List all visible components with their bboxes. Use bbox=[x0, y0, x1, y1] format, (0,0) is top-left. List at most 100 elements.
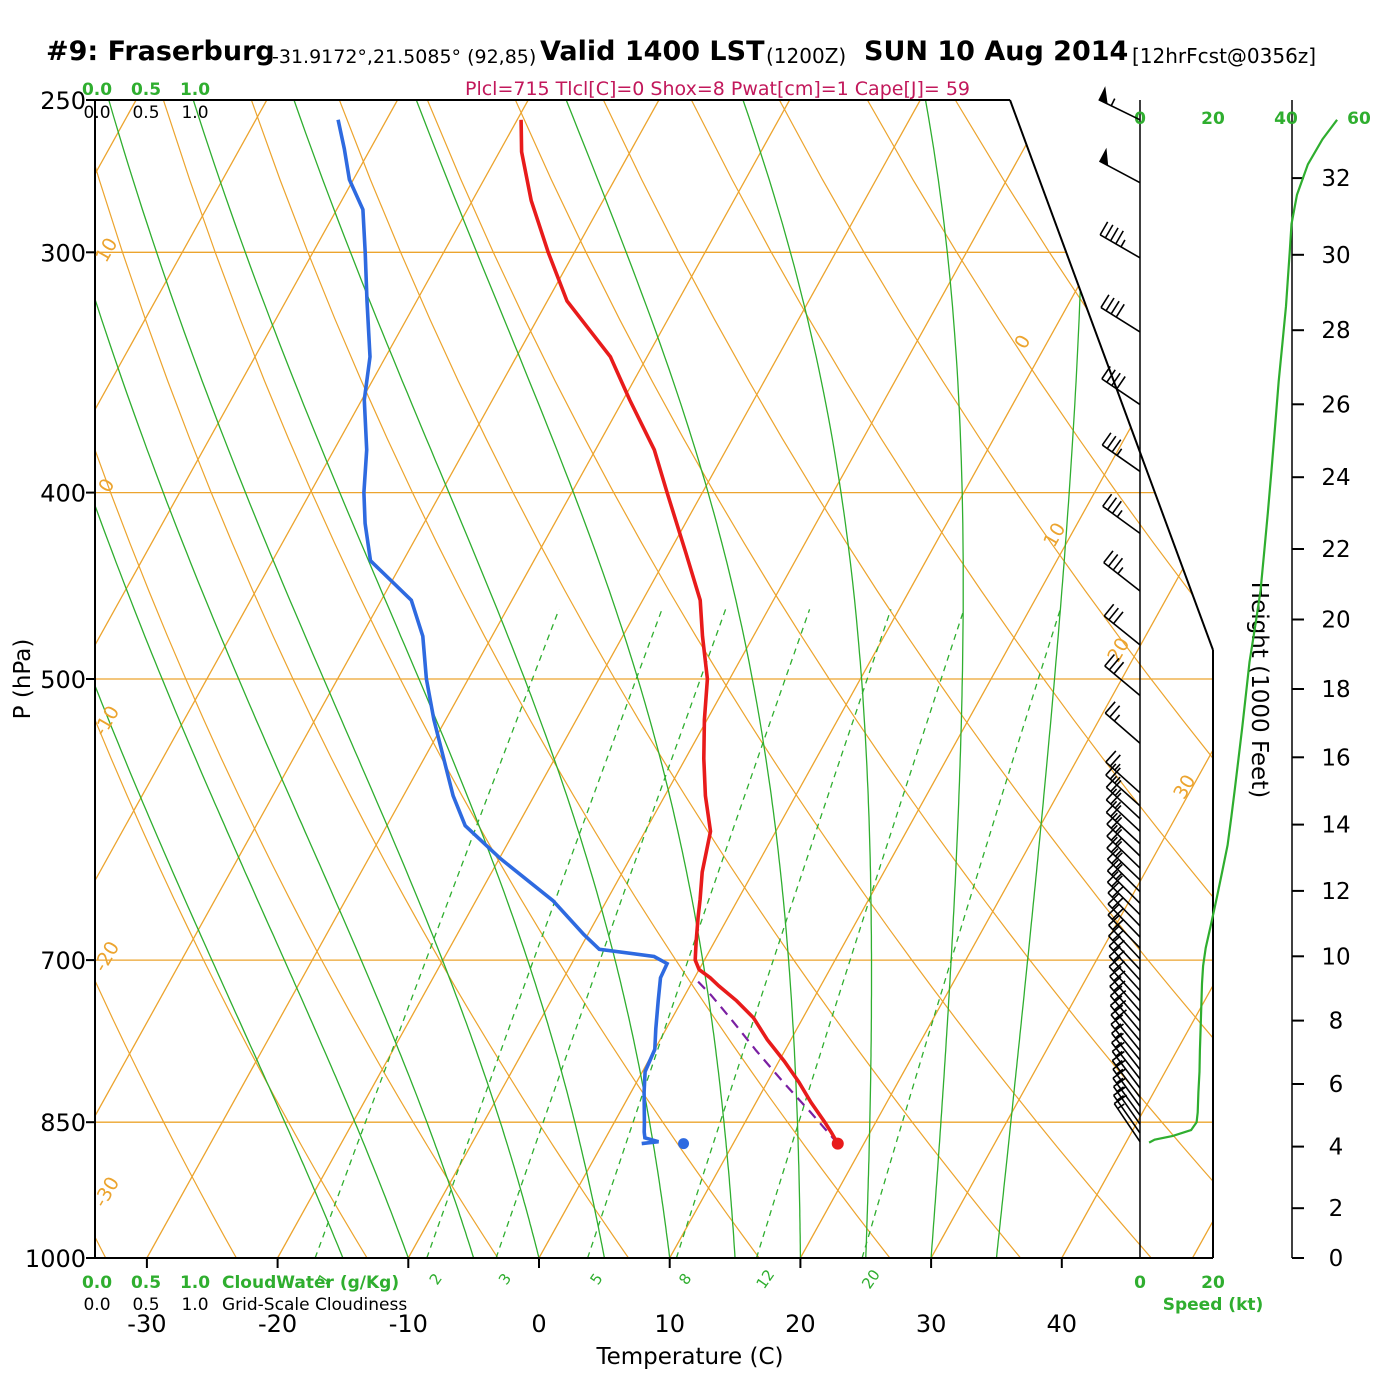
axis-label: 400 bbox=[40, 480, 86, 508]
isotherm-line bbox=[799, 100, 1213, 1258]
wind-barb bbox=[1106, 824, 1141, 869]
moist-adiabat bbox=[95, 100, 409, 1258]
valid-zulu: (1200Z) bbox=[766, 44, 847, 68]
wind-barb bbox=[1100, 294, 1141, 333]
sounding-indices: Plcl=715 Tlcl[C]=0 Shox=8 Pwat[cm]=1 Cap… bbox=[465, 78, 971, 100]
axis-label: CloudWater (g/Kg) bbox=[222, 1273, 399, 1293]
isotherm-line bbox=[930, 100, 1213, 1258]
axis-label: 0.5 bbox=[131, 80, 161, 100]
wind-barb bbox=[1104, 653, 1141, 697]
axis-label: 1.0 bbox=[181, 1295, 208, 1315]
dry-adiabat bbox=[338, 100, 1022, 1258]
wind-barb bbox=[1098, 86, 1141, 121]
dry-adiabat bbox=[426, 100, 1152, 1258]
axis-label: 60 bbox=[1347, 109, 1371, 129]
wind-speed-profile bbox=[1148, 119, 1338, 1144]
axis-label: 0 bbox=[1134, 1273, 1146, 1293]
moist-adiabat bbox=[995, 100, 1085, 1258]
axis-label: 40 bbox=[1047, 1310, 1078, 1338]
axis-label: 0 bbox=[531, 1310, 546, 1338]
axis-label: 18 bbox=[1321, 677, 1350, 703]
dewpoint-curve bbox=[336, 119, 670, 1146]
surface-temperature-dot bbox=[831, 1137, 844, 1150]
isotherm-line bbox=[95, 100, 529, 1258]
axis-label: Grid-Scale Cloudiness bbox=[222, 1295, 407, 1315]
axis-label: 700 bbox=[40, 947, 86, 975]
wind-barb bbox=[1112, 1086, 1141, 1134]
isotherm-line bbox=[277, 100, 921, 1258]
axis-label: 850 bbox=[40, 1109, 86, 1137]
dry-adiabat bbox=[690, 100, 1213, 1258]
wind-barbs bbox=[1098, 86, 1141, 1143]
axis-label: 20 bbox=[1201, 1273, 1225, 1293]
axis-label: 6 bbox=[1329, 1072, 1344, 1098]
axis-label: 28 bbox=[1321, 318, 1350, 344]
axis-label: -30 bbox=[127, 1310, 166, 1338]
dry-adiabat bbox=[514, 100, 1213, 1258]
axis-label: Speed (kt) bbox=[1163, 1295, 1264, 1315]
dry-adiabat bbox=[95, 100, 629, 1258]
axis-label: 5 bbox=[586, 1270, 606, 1288]
moist-adiabat bbox=[108, 100, 540, 1258]
axis-label: P (hPa) bbox=[10, 639, 36, 720]
axis-label: 30 bbox=[1169, 771, 1200, 803]
axis-label: 0.0 bbox=[82, 1273, 112, 1293]
axis-label: 10 bbox=[1321, 944, 1350, 970]
axis-label: -10 bbox=[389, 1310, 428, 1338]
mixing-ratio-line bbox=[586, 609, 811, 1258]
axis-label: 500 bbox=[40, 666, 86, 694]
wind-barb bbox=[1099, 147, 1141, 184]
dry-adiabat bbox=[95, 100, 237, 1258]
axis-label: 20 bbox=[1321, 608, 1350, 634]
station-title: #9: Fraserburg bbox=[46, 36, 275, 67]
axis-label: 22 bbox=[1321, 537, 1350, 563]
axis-label: 0 bbox=[1329, 1246, 1344, 1272]
axis-label: Temperature (C) bbox=[595, 1344, 783, 1370]
axis-label: 32 bbox=[1321, 166, 1350, 192]
axis-label: 3 bbox=[495, 1270, 515, 1288]
sounding-curves bbox=[336, 119, 844, 1150]
wind-barb bbox=[1105, 788, 1141, 832]
axis-label: 0.0 bbox=[83, 103, 110, 123]
moist-adiabat bbox=[95, 100, 475, 1258]
isotherm-line bbox=[146, 100, 791, 1258]
wind-barb bbox=[1105, 775, 1141, 820]
valid-time: Valid 1400 LST bbox=[540, 36, 765, 67]
moist-adiabat bbox=[415, 100, 736, 1258]
wind-barb bbox=[1111, 1023, 1141, 1071]
wind-barb bbox=[1103, 603, 1141, 646]
axis-label: 12 bbox=[753, 1266, 779, 1292]
axis-label: 1.0 bbox=[180, 80, 210, 100]
mixing-ratio-line bbox=[755, 609, 965, 1258]
axis-label: 24 bbox=[1321, 465, 1350, 491]
isotherm-line bbox=[0, 100, 5, 1258]
surface-dewpoint-dot bbox=[678, 1138, 690, 1150]
axis-label: 4 bbox=[1329, 1135, 1344, 1161]
moist-adiabat bbox=[742, 100, 873, 1258]
axis-label: Height (1000 Feet) bbox=[1246, 582, 1272, 798]
axis-label: 12 bbox=[1321, 879, 1350, 905]
axis-label: 0.0 bbox=[83, 1295, 110, 1315]
parcel-trajectory bbox=[693, 977, 839, 1145]
axis-label: 1000 bbox=[25, 1245, 86, 1273]
dry-adiabat bbox=[95, 100, 368, 1258]
axis-label: 30 bbox=[1321, 243, 1350, 269]
mixing-ratio-line bbox=[675, 609, 892, 1258]
axis-label: 20 bbox=[1201, 109, 1225, 129]
background-grid-orange bbox=[0, 100, 1213, 1258]
valid-date: SUN 10 Aug 2014 bbox=[864, 36, 1129, 67]
moist-adiabat bbox=[565, 100, 802, 1258]
moist-adiabat bbox=[192, 100, 606, 1258]
temperature-curve bbox=[519, 119, 840, 1145]
axis-label: 1.0 bbox=[181, 103, 208, 123]
wind-barb bbox=[1112, 1068, 1141, 1116]
dry-adiabat bbox=[866, 100, 1213, 1258]
axis-label: -20 bbox=[258, 1310, 297, 1338]
wind-barb bbox=[1101, 365, 1141, 406]
axis-label: 40 bbox=[1274, 109, 1298, 129]
moist-adiabat bbox=[95, 100, 344, 1258]
station-coords: -31.9172°,21.5085° (92,85) bbox=[272, 46, 537, 68]
wind-barb bbox=[1104, 701, 1141, 744]
